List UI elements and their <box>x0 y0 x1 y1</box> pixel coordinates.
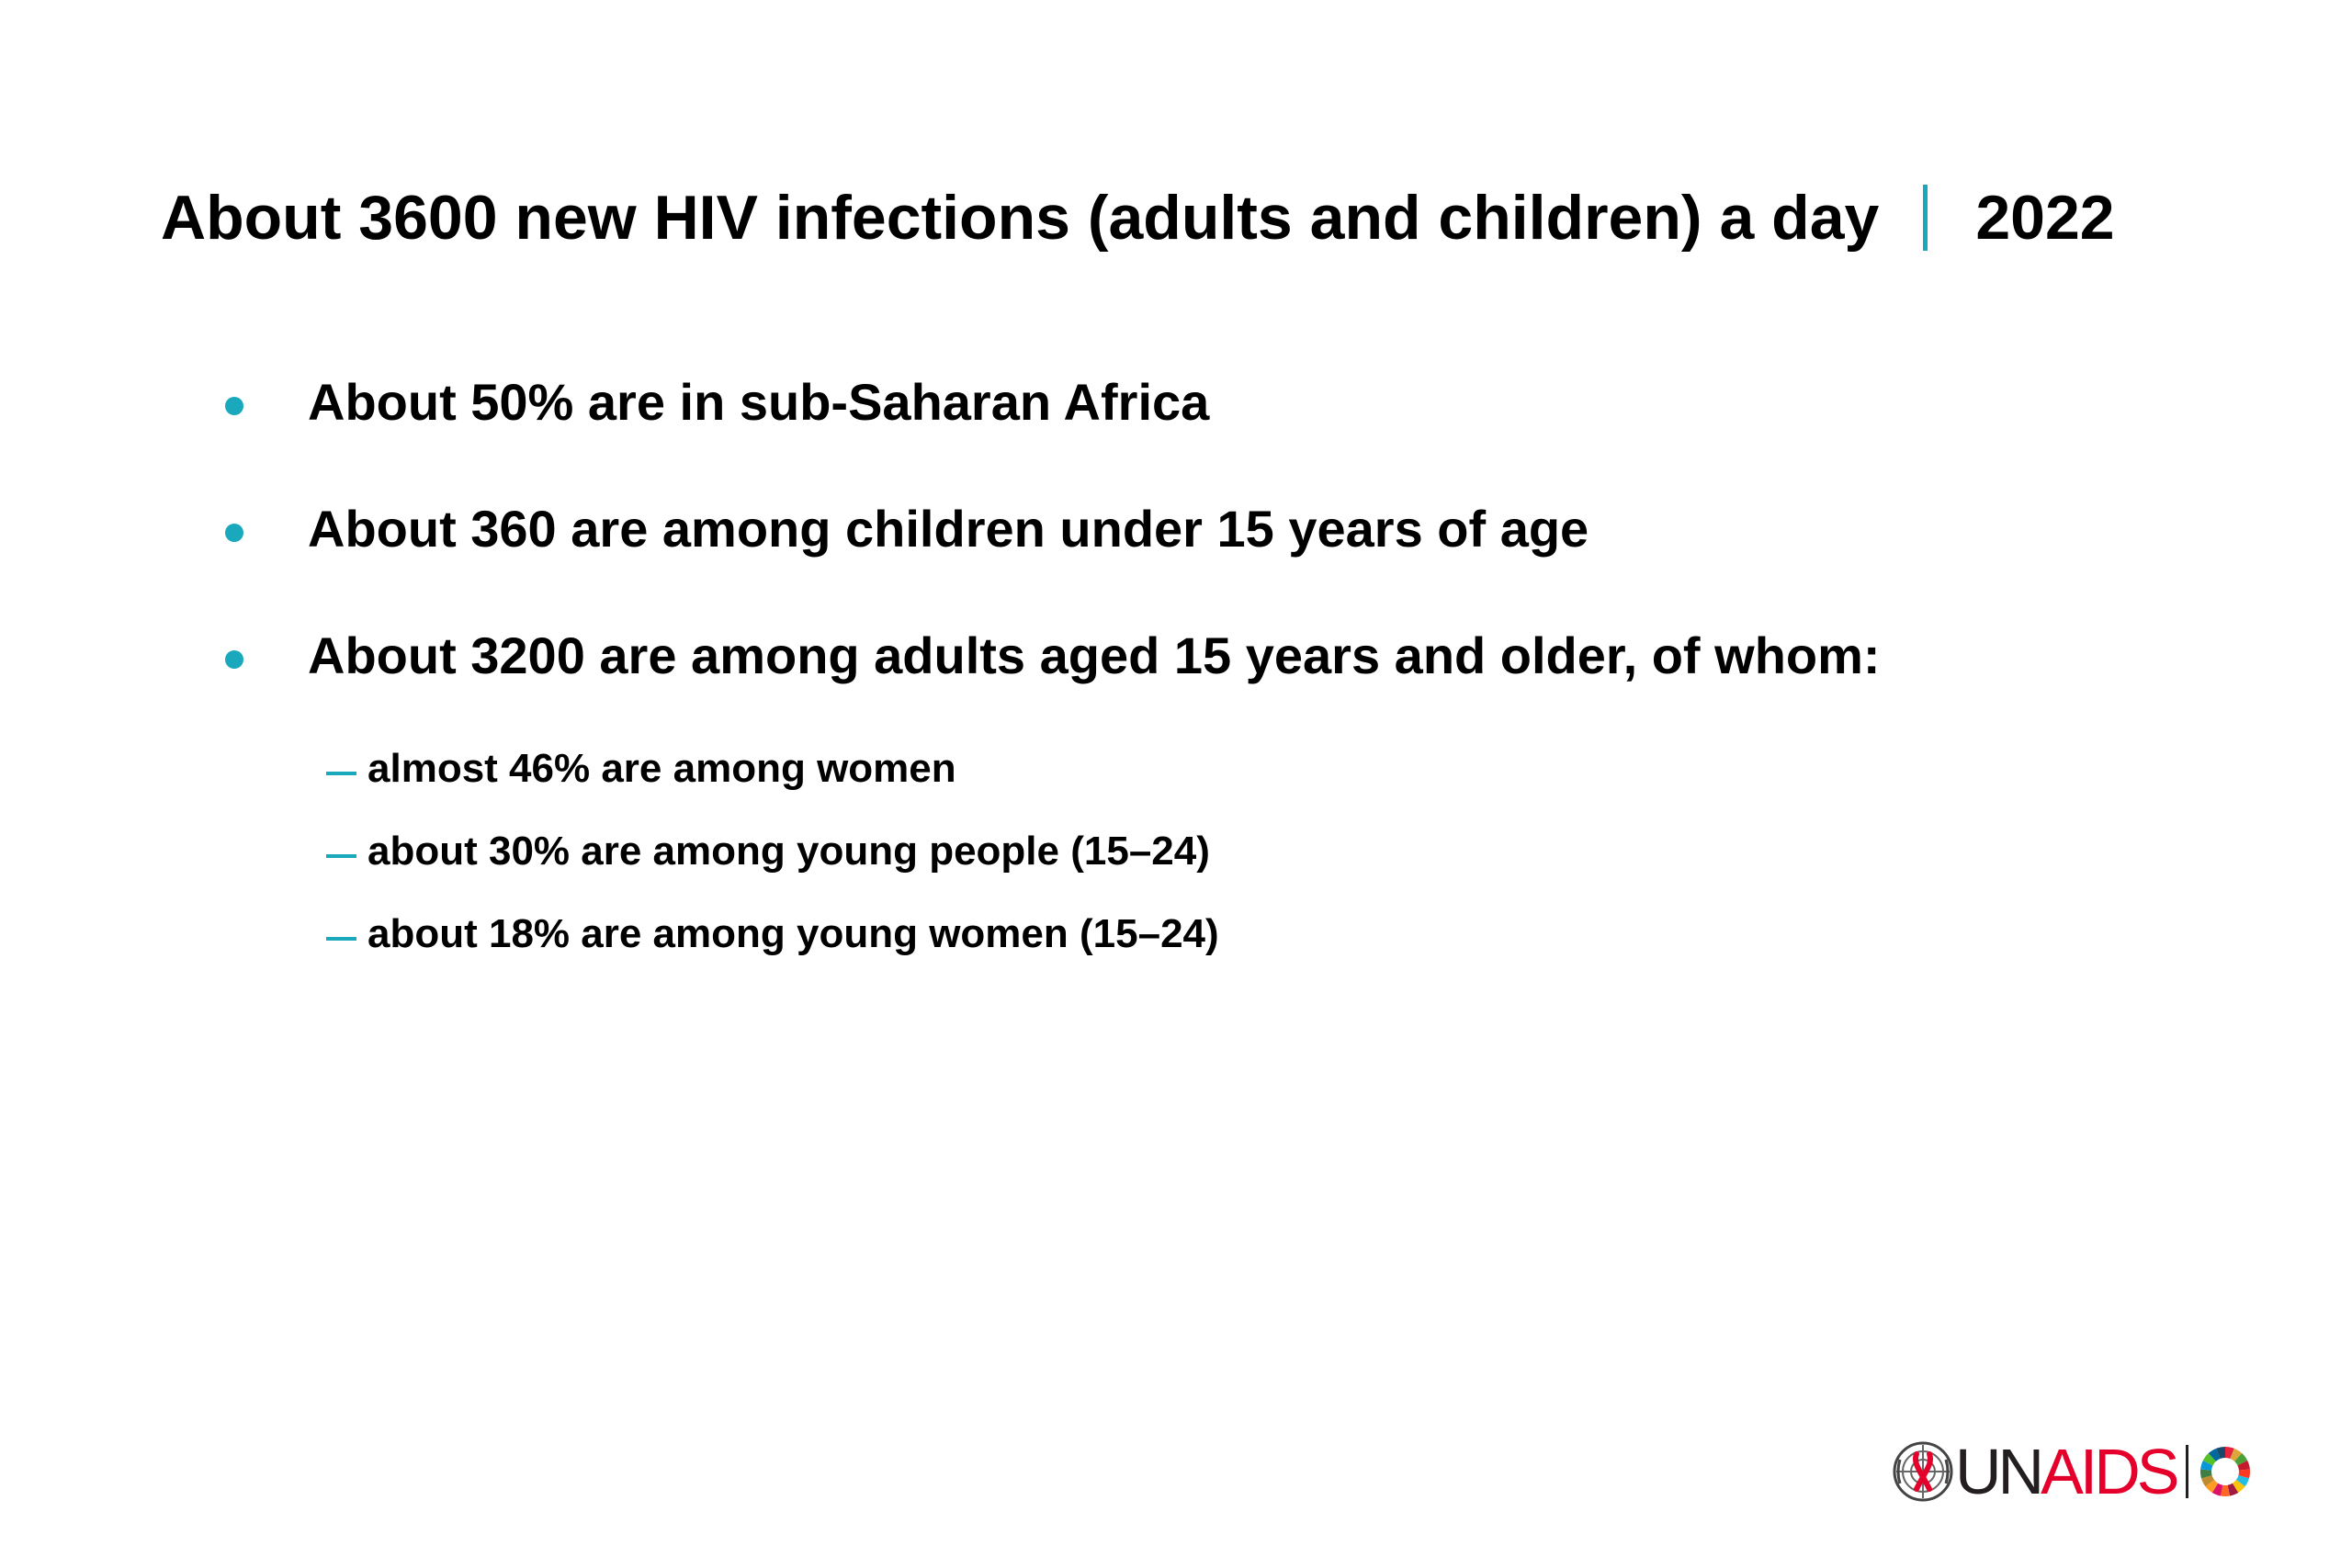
logo-divider <box>2185 1445 2188 1498</box>
sdg-wheel-segment <box>2199 1460 2213 1471</box>
slide-title: About 3600 new HIV infections (adults an… <box>161 176 2115 259</box>
sub-bullet-text: about 18% are among young women (15–24) <box>368 911 1219 956</box>
sdg-wheel-segment <box>2233 1453 2247 1466</box>
unaids-logo: UN AIDS <box>1893 1438 2251 1506</box>
dash-icon <box>326 772 356 775</box>
bullet-dot-icon <box>225 524 243 542</box>
sdg-wheel-segment <box>2227 1483 2238 1496</box>
sdg-wheel-segment <box>2235 1475 2249 1487</box>
list-item: About 360 are among children under 15 ye… <box>225 503 1881 630</box>
sdg-wheel-segment <box>2211 1483 2222 1496</box>
logo-text-un: UN <box>1955 1436 2044 1507</box>
sdg-wheel-segment <box>2199 1469 2212 1479</box>
logo-wordmark: UN AIDS <box>1955 1436 2180 1507</box>
bullet-text: About 50% are in sub-Saharan Africa <box>308 373 1210 431</box>
bullet-dot-icon <box>225 397 243 415</box>
sdg-wheel-segment <box>2200 1475 2214 1487</box>
dash-icon <box>326 937 356 941</box>
bullet-text: About 3200 are among adults aged 15 year… <box>308 626 1881 684</box>
sdg-wheel-segment <box>2232 1480 2245 1493</box>
sub-list-item: about 30% are among young people (15–24) <box>326 831 1219 914</box>
title-year: 2022 <box>1975 183 2115 253</box>
list-item: About 3200 are among adults aged 15 year… <box>225 630 1881 757</box>
list-item: About 50% are in sub-Saharan Africa <box>225 377 1881 503</box>
dash-icon <box>326 854 356 858</box>
sdg-wheel-segment <box>2224 1447 2234 1460</box>
bullet-list: About 50% are in sub-Saharan Africa Abou… <box>225 377 1881 757</box>
title-text: About 3600 new HIV infections (adults an… <box>161 183 1880 253</box>
sdg-color-wheel-icon <box>2199 1447 2250 1496</box>
sub-bullet-text: almost 46% are among women <box>368 746 956 791</box>
sub-bullet-text: about 30% are among young people (15–24) <box>368 829 1210 874</box>
sdg-wheel-segment <box>2202 1453 2216 1466</box>
sub-list-item: about 18% are among young women (15–24) <box>326 914 1219 997</box>
bullet-dot-icon <box>225 650 243 669</box>
sdg-wheel-segment <box>2236 1460 2250 1471</box>
sub-list-item: almost 46% are among women <box>326 749 1219 831</box>
un-emblem-red-ribbon-icon <box>1893 1441 1953 1502</box>
sub-bullet-list: almost 46% are among women about 30% are… <box>326 749 1219 997</box>
sdg-wheel-segment <box>2220 1484 2230 1496</box>
logo-text-aids: AIDS <box>2041 1436 2179 1507</box>
sdg-wheel-segment <box>2215 1447 2225 1460</box>
bullet-text: About 360 are among children under 15 ye… <box>308 500 1589 558</box>
title-divider <box>1923 185 1928 251</box>
sdg-wheel-segment <box>2208 1448 2221 1461</box>
sdg-wheel-segment <box>2204 1480 2218 1493</box>
sdg-wheel-segment <box>2237 1469 2250 1479</box>
sdg-wheel-segment <box>2229 1448 2242 1461</box>
